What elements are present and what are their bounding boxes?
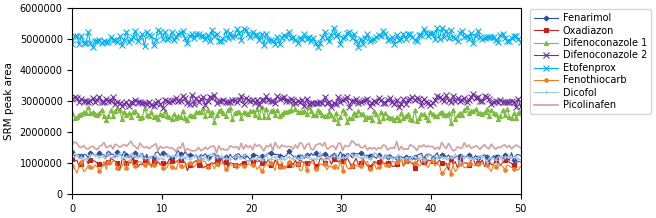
Picolinafen — [213, 152, 220, 154]
Fenothiocarb — [152, 160, 159, 162]
Etofenprox — [154, 29, 162, 32]
Fenothiocarb — [68, 165, 76, 167]
Oxadiazon — [68, 157, 76, 160]
Oxadiazon — [184, 169, 192, 172]
Dicofol — [87, 154, 94, 156]
Fenarimol — [190, 154, 198, 157]
Line: Picolinafen: Picolinafen — [72, 141, 521, 153]
Picolinafen — [483, 146, 491, 149]
Etofenprox — [98, 42, 106, 45]
Picolinafen — [188, 150, 195, 152]
Fenarimol — [497, 155, 504, 158]
Line: Oxadiazon: Oxadiazon — [71, 155, 522, 172]
Dicofol — [152, 155, 159, 158]
Dicofol — [517, 158, 525, 161]
Dicofol — [483, 161, 491, 163]
Oxadiazon — [96, 163, 104, 165]
Oxadiazon — [154, 160, 162, 163]
Difenoconazole 1 — [289, 102, 297, 105]
Difenoconazole 2 — [190, 103, 198, 106]
Fenarimol — [174, 149, 182, 152]
Fenarimol — [96, 152, 104, 155]
Picolinafen — [499, 144, 506, 147]
Etofenprox — [87, 42, 94, 44]
Difenoconazole 1 — [517, 110, 525, 112]
Picolinafen — [96, 145, 104, 148]
Difenoconazole 2 — [517, 105, 525, 107]
Difenoconazole 2 — [159, 107, 167, 110]
Line: Difenoconazole 2: Difenoconazole 2 — [70, 91, 523, 111]
Picolinafen — [87, 146, 94, 148]
Dicofol — [96, 156, 104, 158]
Oxadiazon — [499, 161, 506, 164]
Picolinafen — [348, 140, 356, 142]
Difenoconazole 2 — [152, 102, 159, 104]
Picolinafen — [68, 143, 76, 146]
Fenothiocarb — [188, 163, 195, 165]
Fenarimol — [87, 151, 94, 154]
Difenoconazole 2 — [87, 99, 94, 102]
Line: Fenarimol: Fenarimol — [71, 149, 522, 162]
Dicofol — [499, 161, 506, 163]
Line: Difenoconazole 1: Difenoconazole 1 — [70, 101, 523, 125]
Difenoconazole 1 — [188, 114, 195, 117]
Difenoconazole 2 — [483, 96, 491, 98]
Fenarimol — [68, 151, 76, 153]
Dicofol — [188, 156, 195, 159]
Oxadiazon — [143, 155, 151, 158]
Oxadiazon — [517, 161, 525, 163]
Fenarimol — [481, 153, 489, 156]
Picolinafen — [152, 142, 159, 145]
Fenarimol — [152, 151, 159, 154]
Fenothiocarb — [87, 166, 94, 168]
Etofenprox — [190, 36, 198, 39]
Fenothiocarb — [447, 173, 455, 175]
Etofenprox — [68, 43, 76, 45]
Etofenprox — [483, 36, 491, 38]
Fenarimol — [517, 154, 525, 157]
Difenoconazole 2 — [499, 101, 506, 103]
Fenothiocarb — [96, 169, 104, 172]
Oxadiazon — [87, 159, 94, 162]
Oxadiazon — [192, 159, 200, 162]
Line: Etofenprox: Etofenprox — [69, 25, 524, 51]
Difenoconazole 2 — [469, 93, 477, 95]
Fenothiocarb — [517, 165, 525, 168]
Dicofol — [68, 156, 76, 158]
Difenoconazole 1 — [499, 109, 506, 111]
Difenoconazole 1 — [152, 115, 159, 117]
Difenoconazole 1 — [96, 112, 104, 114]
Y-axis label: SRM peak area: SRM peak area — [4, 62, 14, 140]
Dicofol — [481, 157, 489, 160]
Line: Fenothiocarb: Fenothiocarb — [71, 157, 522, 176]
Etofenprox — [499, 33, 506, 35]
Difenoconazole 1 — [68, 112, 76, 115]
Line: Dicofol: Dicofol — [70, 151, 523, 164]
Difenoconazole 1 — [447, 121, 455, 124]
Fenothiocarb — [398, 158, 405, 160]
Etofenprox — [330, 27, 338, 29]
Difenoconazole 2 — [68, 98, 76, 100]
Dicofol — [316, 152, 324, 154]
Fenarimol — [505, 159, 513, 162]
Legend: Fenarimol, Oxadiazon, Difenoconazole 1, Difenoconazole 2, Etofenprox, Fenothioca: Fenarimol, Oxadiazon, Difenoconazole 1, … — [530, 9, 651, 114]
Fenothiocarb — [499, 165, 506, 167]
Etofenprox — [89, 46, 96, 49]
Etofenprox — [517, 41, 525, 43]
Difenoconazole 2 — [96, 95, 104, 98]
Difenoconazole 1 — [483, 108, 491, 111]
Difenoconazole 1 — [87, 112, 94, 115]
Oxadiazon — [483, 162, 491, 164]
Picolinafen — [517, 146, 525, 149]
Fenothiocarb — [483, 164, 491, 167]
